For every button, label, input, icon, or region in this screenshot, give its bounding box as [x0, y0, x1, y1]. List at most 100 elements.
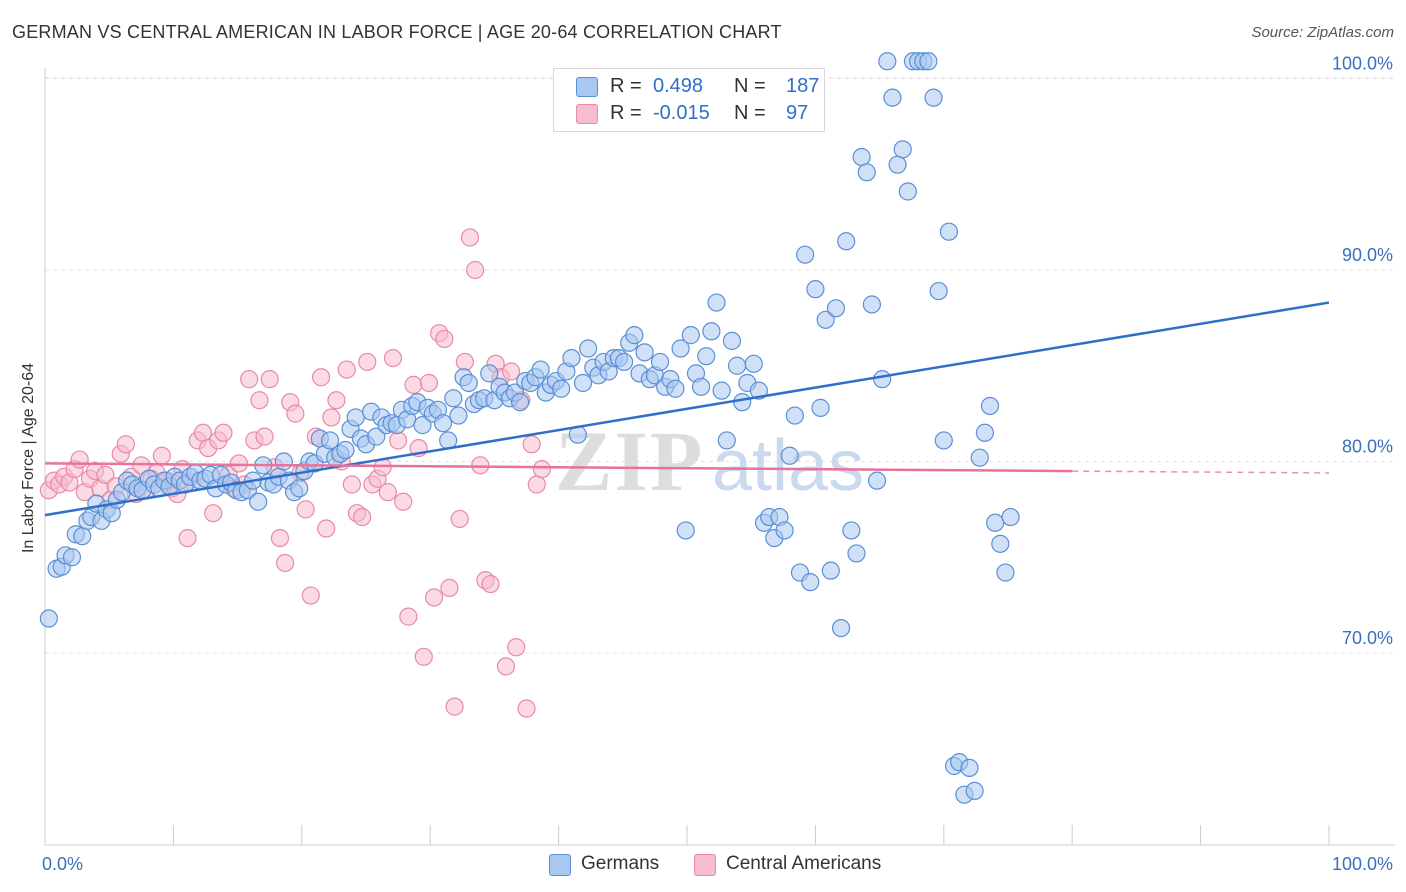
german-point	[780, 446, 799, 465]
central-american-point	[507, 638, 526, 657]
german-point	[697, 347, 716, 366]
trend-lines	[44, 301, 1330, 517]
source-text: Source: ZipAtlas.com	[1251, 24, 1394, 41]
central-american-point	[214, 423, 233, 442]
central-american-point	[496, 657, 516, 676]
central-american-point	[471, 456, 490, 475]
german-point	[712, 381, 731, 400]
central-american-point	[527, 475, 546, 494]
central-american-point	[501, 362, 521, 381]
germans-legend-swatch	[549, 854, 571, 876]
german-point	[625, 326, 644, 345]
r-value: -0.015	[653, 102, 710, 124]
german-point	[702, 322, 721, 341]
german-point	[806, 280, 825, 299]
german-point	[842, 521, 861, 540]
german-point	[444, 389, 463, 408]
n-label: N =	[734, 75, 766, 97]
german-point	[970, 448, 989, 467]
german-point	[898, 182, 917, 201]
german-point	[290, 479, 309, 498]
r-label: R =	[610, 75, 642, 97]
central-american-point	[481, 574, 500, 594]
german-point	[986, 513, 1005, 532]
n-value: 187	[786, 75, 820, 97]
central-american-point	[435, 329, 454, 349]
german-point	[666, 379, 685, 398]
german-point	[893, 140, 912, 159]
german-point	[801, 573, 820, 592]
central-american-point	[178, 528, 197, 548]
central-american-point	[260, 370, 279, 389]
n-label: N =	[734, 102, 766, 124]
central-american-point	[317, 519, 336, 538]
central-american-point	[378, 483, 397, 502]
german-point	[816, 310, 835, 329]
german-point	[878, 52, 897, 71]
germans-trend-line	[44, 301, 1330, 517]
tick-labels: 70.0% 80.0% 90.0% 100.0% 0.0% 100.0%	[42, 54, 1393, 875]
germans-swatch	[576, 77, 598, 97]
central-american-point	[70, 450, 89, 469]
german-point	[274, 452, 293, 471]
german-point	[249, 492, 268, 511]
german-point	[924, 88, 943, 107]
german-point	[346, 408, 365, 427]
german-point	[367, 427, 386, 446]
german-point	[929, 281, 948, 301]
central-american-point	[419, 373, 439, 393]
german-point	[671, 339, 690, 358]
german-point	[991, 534, 1010, 553]
german-point	[749, 381, 769, 400]
german-point	[873, 370, 892, 389]
german-point	[727, 356, 747, 375]
german-point	[811, 398, 830, 417]
german-point	[975, 423, 994, 442]
german-point	[852, 147, 871, 167]
central-american-point	[399, 607, 418, 626]
german-point	[73, 527, 92, 546]
central-american-point	[450, 509, 469, 529]
german-point	[775, 521, 794, 540]
central-american-point	[460, 228, 480, 247]
german-point	[996, 563, 1015, 582]
central-american-point	[96, 465, 115, 485]
german-point	[707, 293, 726, 312]
central-american-point	[286, 404, 305, 423]
chart-title: GERMAN VS CENTRAL AMERICAN IN LABOR FORC…	[12, 22, 782, 42]
central-american-point	[152, 446, 171, 465]
central-american-point	[337, 360, 356, 379]
german-point	[837, 232, 856, 251]
german-point	[320, 431, 340, 450]
y-tick-label: 100.0%	[1332, 54, 1393, 74]
central-american-point	[322, 408, 341, 427]
german-point	[785, 406, 804, 425]
y-tick-label: 90.0%	[1342, 245, 1393, 265]
grid	[45, 77, 1395, 654]
central-american-point	[389, 431, 408, 450]
german-point	[692, 377, 711, 396]
x-tick-label-max: 100.0%	[1332, 854, 1393, 874]
german-point	[919, 52, 938, 71]
germans-points	[39, 52, 1020, 804]
central-american-point	[424, 588, 444, 607]
german-point	[614, 352, 634, 372]
central-american-point	[342, 475, 361, 494]
german-point	[862, 295, 881, 314]
german-point	[336, 440, 355, 460]
central-american-point	[394, 492, 413, 511]
central-american-point	[532, 460, 552, 479]
german-point	[826, 299, 846, 318]
central-american-point	[383, 348, 403, 368]
y-tick-label: 70.0%	[1342, 628, 1393, 648]
central-americans-swatch	[576, 104, 598, 124]
central-american-point	[466, 260, 485, 280]
german-point	[857, 163, 876, 182]
german-point	[722, 331, 742, 350]
r-label: R =	[610, 102, 642, 124]
central-americans-legend-swatch	[694, 854, 716, 876]
german-point	[531, 360, 550, 379]
german-point	[867, 471, 887, 490]
central-american-point	[116, 435, 135, 454]
german-point	[635, 343, 654, 362]
